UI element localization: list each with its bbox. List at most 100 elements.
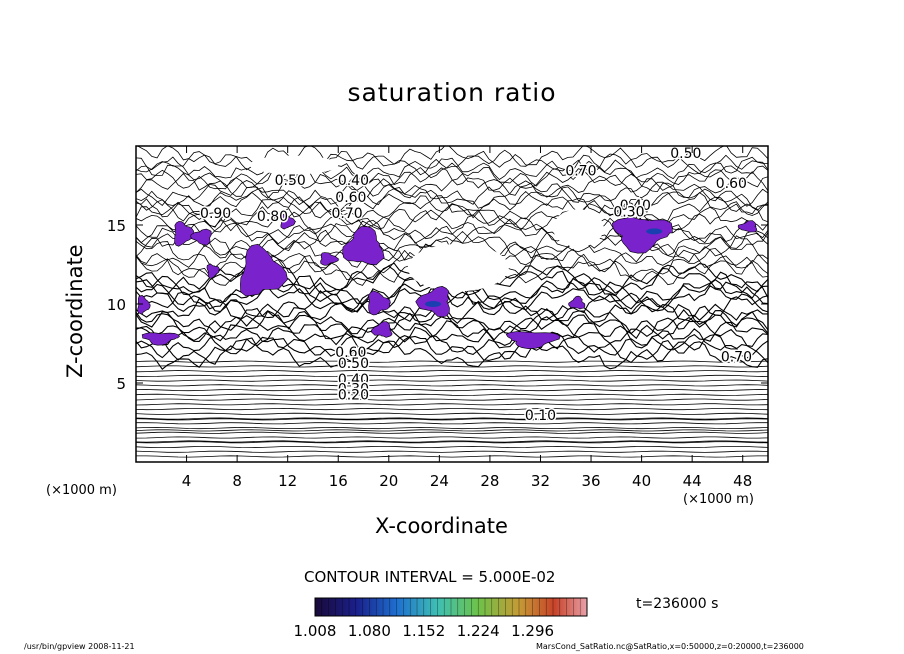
contour-line bbox=[136, 149, 768, 177]
contour-line bbox=[136, 178, 768, 207]
x-tick-label: 48 bbox=[733, 472, 752, 490]
y-axis-ticks: 5 10 15 bbox=[107, 217, 768, 393]
contour-line bbox=[136, 379, 768, 382]
contour-line bbox=[136, 296, 768, 330]
contour-label: 0.60 bbox=[335, 345, 366, 361]
contour-label: 0.20 bbox=[338, 388, 369, 404]
contour-line bbox=[136, 334, 768, 365]
colorbar-stripes bbox=[321, 598, 581, 616]
y-tick-label: 5 bbox=[116, 375, 126, 393]
contour-line bbox=[136, 455, 768, 458]
colorbar-tick-label: 1.224 bbox=[457, 622, 500, 640]
contour-label: 0.50 bbox=[275, 173, 306, 189]
supersaturated-core bbox=[425, 301, 442, 307]
x-tick-label: 12 bbox=[278, 472, 297, 490]
contour-line bbox=[136, 290, 768, 322]
supersaturated-region bbox=[174, 221, 195, 247]
contour-label: 0.50 bbox=[338, 356, 369, 372]
contour-line bbox=[136, 384, 768, 387]
contour-label: 0.80 bbox=[257, 209, 288, 225]
clear-patch bbox=[553, 209, 604, 248]
x-tick-label: 44 bbox=[683, 472, 702, 490]
supersaturated-region bbox=[190, 228, 212, 246]
contour-line bbox=[136, 426, 768, 430]
contour-line bbox=[136, 160, 768, 188]
y-axis-label: Z-coordinate bbox=[63, 244, 87, 378]
contour-label: 0.50 bbox=[670, 146, 701, 162]
contour-line bbox=[136, 360, 768, 363]
contour-line bbox=[136, 370, 768, 373]
contour-labels: 0.500.50 0.400.600.700.600.90 0.80 0.70 0.40… bbox=[199, 144, 754, 425]
supersaturated-region bbox=[206, 263, 220, 279]
supersaturated-region bbox=[371, 321, 393, 338]
contour-line bbox=[136, 146, 768, 170]
contour-line bbox=[136, 229, 768, 263]
contour-line bbox=[136, 389, 768, 392]
x-tick-label: 24 bbox=[430, 472, 449, 490]
colorbar-tick-label: 1.080 bbox=[348, 622, 391, 640]
contour-line bbox=[136, 429, 768, 432]
contour-line bbox=[136, 285, 768, 316]
contour-line bbox=[136, 172, 768, 199]
supersaturated-region bbox=[240, 243, 288, 297]
contour-line bbox=[136, 278, 768, 312]
supersaturated-region bbox=[368, 290, 391, 316]
contour-line bbox=[136, 445, 768, 449]
chart-title: saturation ratio bbox=[347, 78, 557, 107]
supersaturated-region bbox=[137, 294, 151, 315]
contour-label: 0.40 bbox=[338, 173, 369, 189]
contour-line bbox=[136, 154, 768, 183]
contour-line bbox=[136, 224, 768, 257]
x-axis-label: X-coordinate bbox=[375, 514, 508, 538]
contour-label: 0.30 bbox=[338, 381, 369, 397]
supersaturated-region bbox=[505, 331, 561, 350]
contour-label: 0.70 bbox=[721, 350, 752, 366]
contour-line bbox=[136, 326, 768, 359]
contour-line bbox=[136, 418, 768, 421]
contour-label: 0.90 bbox=[200, 206, 231, 222]
supersaturated-region bbox=[320, 252, 340, 266]
contour-label: 0.70 bbox=[332, 206, 363, 222]
contour-line bbox=[136, 190, 768, 219]
time-label: t=236000 s bbox=[636, 596, 719, 612]
contour-line bbox=[136, 167, 768, 193]
contour-lines bbox=[136, 146, 768, 458]
contour-line bbox=[136, 337, 768, 370]
contour-line bbox=[136, 417, 768, 420]
contour-label: 0.60 bbox=[335, 190, 366, 206]
supersaturated-core bbox=[646, 228, 663, 235]
x-tick-label: 32 bbox=[531, 472, 550, 490]
colorbar-tick-label: 1.152 bbox=[402, 622, 445, 640]
colorbar-tick-label: 1.008 bbox=[294, 622, 337, 640]
contour-line bbox=[136, 450, 768, 453]
contour-line bbox=[136, 422, 768, 425]
supersaturated-region bbox=[737, 220, 758, 233]
contour-label: 0.60 bbox=[716, 176, 747, 192]
colorbar-tick-labels: 1.008 1.080 1.152 1.224 1.296 bbox=[294, 622, 555, 640]
x-tick-label: 28 bbox=[480, 472, 499, 490]
contour-line bbox=[136, 407, 768, 411]
supersaturated-region bbox=[280, 213, 297, 230]
contour-line bbox=[136, 365, 768, 368]
contour-line bbox=[136, 393, 768, 396]
contour-line bbox=[136, 440, 768, 443]
x-axis-ticks: 4 8 12 16 20 24 28 32 36 40 44 48 bbox=[182, 146, 752, 490]
contour-line bbox=[136, 412, 768, 415]
contour-line bbox=[136, 403, 768, 406]
supersaturated-region bbox=[141, 332, 181, 346]
x-tick-label: 16 bbox=[329, 472, 348, 490]
colorbar-tick-label: 1.296 bbox=[511, 622, 554, 640]
contour-label: 0.40 bbox=[620, 198, 651, 214]
x-tick-label: 20 bbox=[379, 472, 398, 490]
colorbar: 1.008 1.080 1.152 1.224 1.296 bbox=[294, 597, 588, 640]
contour-label: 0.10 bbox=[525, 408, 556, 424]
supersaturated-region bbox=[342, 225, 385, 266]
x-unit-left: (×1000 m) bbox=[46, 483, 117, 498]
clear-patch bbox=[249, 155, 339, 175]
contour-line bbox=[136, 374, 768, 377]
x-tick-label: 8 bbox=[232, 472, 242, 490]
x-unit-right: (×1000 m) bbox=[683, 492, 754, 507]
clear-patch bbox=[407, 243, 509, 292]
contour-line bbox=[136, 431, 768, 434]
